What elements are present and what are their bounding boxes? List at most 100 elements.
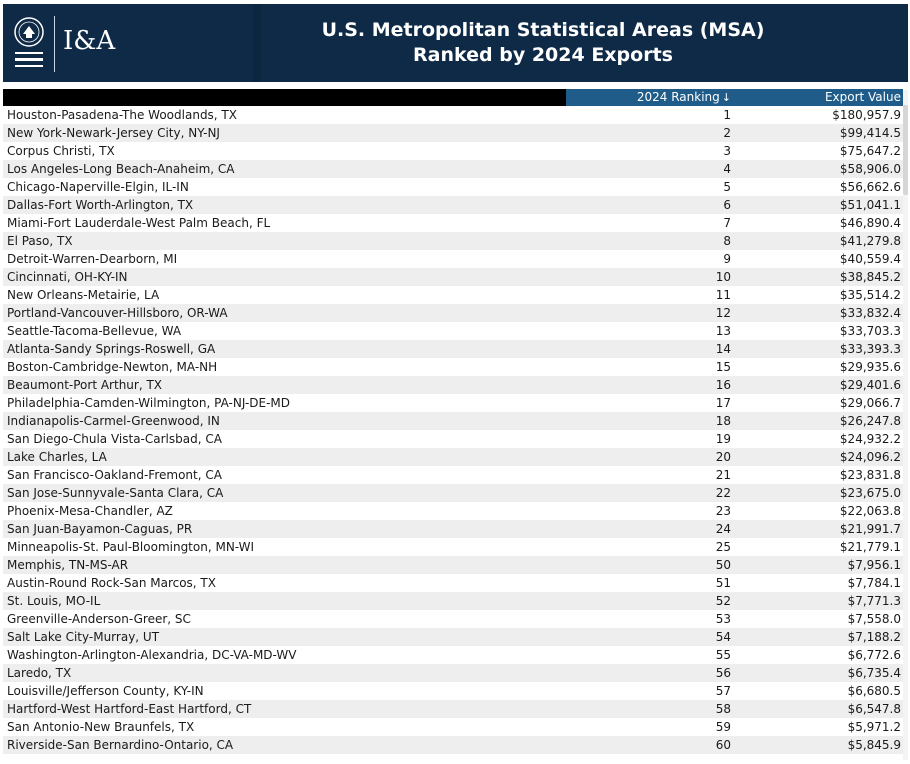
export-value-cell: $58,906.0 [839,162,901,176]
table-row[interactable]: Phoenix-Mesa-Chandler, AZ 23 $22,063.8 [3,502,903,520]
msa-name: Phoenix-Mesa-Chandler, AZ [7,504,173,518]
msa-name: Detroit-Warren-Dearborn, MI [7,252,178,266]
export-value-cell: $40,559.4 [839,252,901,266]
msa-name: San Antonio-New Braunfels, TX [7,720,195,734]
value-column-headers: 2024 Ranking ↓ Export Value [566,89,903,106]
table-row[interactable]: Lake Charles, LA 20 $24,096.2 [3,448,903,466]
rank-cell: 16 [715,378,731,392]
header-banner: I&A U.S. Metropolitan Statistical Areas … [3,4,908,82]
table-row[interactable]: San Diego-Chula Vista-Carlsbad, CA 19 $24,… [3,430,903,448]
msa-name: Greenville-Anderson-Greer, SC [7,612,191,626]
msa-name: Chicago-Naperville-Elgin, IL-IN [7,180,189,194]
table-row[interactable]: Atlanta-Sandy Springs-Roswell, GA 14 $33,3… [3,340,903,358]
export-value-cell: $6,735.4 [847,666,901,680]
table-row[interactable]: Greenville-Anderson-Greer, SC 53 $7,558.0 [3,610,903,628]
rank-cell: 7 [723,216,731,230]
rank-cell: 11 [715,288,731,302]
table-row[interactable]: Hartford-West Hartford-East Hartford, CT… [3,700,903,718]
table-row[interactable]: St. Louis, MO-IL 52 $7,771.3 [3,592,903,610]
table-row[interactable]: San Antonio-New Braunfels, TX 59 $5,971.2 [3,718,903,736]
msa-name: Philadelphia-Camden-Wilmington, PA-NJ-DE… [7,396,291,410]
msa-name: Los Angeles-Long Beach-Anaheim, CA [7,162,235,176]
table-row[interactable]: Minneapolis-St. Paul-Bloomington, MN-WI 2… [3,538,903,556]
export-value-cell: $24,932.2 [839,432,901,446]
table-row[interactable]: Miami-Fort Lauderdale-West Palm Beach, F… [3,214,903,232]
rank-cell: 6 [723,198,731,212]
rank-cell: 15 [715,360,731,374]
table-row[interactable]: Seattle-Tacoma-Bellevue, WA 13 $33,703.3 [3,322,903,340]
table-row[interactable]: New York-Newark-Jersey City, NY-NJ 2 $99,4… [3,124,903,142]
rank-cell: 4 [723,162,731,176]
rank-cell: 59 [715,720,731,734]
rank-cell: 5 [723,180,731,194]
msa-name: Atlanta-Sandy Springs-Roswell, GA [7,342,216,356]
export-value-cell: $21,991.7 [839,522,901,536]
rank-cell: 21 [715,468,731,482]
export-value-cell: $38,845.2 [839,270,901,284]
table-row[interactable]: Laredo, TX 56 $6,735.4 [3,664,903,682]
rank-cell: 22 [715,486,731,500]
header-separator [253,4,261,82]
table-row[interactable]: Portland-Vancouver-Hillsboro, OR-WA 12 $33… [3,304,903,322]
name-column-header[interactable] [3,89,566,106]
msa-name: Washington-Arlington-Alexandria, DC-VA-M… [7,648,297,662]
table-row[interactable]: Indianapolis-Carmel-Greenwood, IN 18 $26,2… [3,412,903,430]
title-line-2: Ranked by 2024 Exports [413,44,673,66]
export-value-cell: $21,779.1 [839,540,901,554]
msa-name: Hartford-West Hartford-East Hartford, CT [7,702,252,716]
msa-name: Beaumont-Port Arthur, TX [7,378,163,392]
table-row[interactable]: Cincinnati, OH-KY-IN 10 $38,845.2 [3,268,903,286]
export-value-cell: $7,188.2 [847,630,901,644]
msa-name: St. Louis, MO-IL [7,594,101,608]
table-row[interactable]: Beaumont-Port Arthur, TX 16 $29,401.6 [3,376,903,394]
table-row[interactable]: Austin-Round Rock-San Marcos, TX 51 $7,784… [3,574,903,592]
table-row[interactable]: Riverside-San Bernardino-Ontario, CA 60 $5… [3,736,903,754]
rank-cell: 57 [715,684,731,698]
table-row[interactable]: Corpus Christi, TX 3 $75,647.2 [3,142,903,160]
table-row[interactable]: Dallas-Fort Worth-Arlington, TX 6 $51,041.… [3,196,903,214]
msa-name: Miami-Fort Lauderdale-West Palm Beach, F… [7,216,271,230]
sort-ascending-icon[interactable]: ↓ [721,91,731,104]
rank-cell: 55 [715,648,731,662]
rank-cell: 19 [715,432,731,446]
table-row[interactable]: Memphis, TN-MS-AR 50 $7,956.1 [3,556,903,574]
table-row[interactable]: Washington-Arlington-Alexandria, DC-VA-M… [3,646,903,664]
msa-name: Cincinnati, OH-KY-IN [7,270,128,284]
rank-column-header[interactable]: 2024 Ranking ↓ [566,90,731,104]
table-row[interactable]: Detroit-Warren-Dearborn, MI 9 $40,559.4 [3,250,903,268]
rank-cell: 58 [715,702,731,716]
msa-name: Salt Lake City-Murray, UT [7,630,160,644]
table-row[interactable]: Salt Lake City-Murray, UT 54 $7,188.2 [3,628,903,646]
msa-name: San Francisco-Oakland-Fremont, CA [7,468,222,482]
table-row[interactable]: San Francisco-Oakland-Fremont, CA 21 $23,8… [3,466,903,484]
table-row[interactable]: Philadelphia-Camden-Wilmington, PA-NJ-DE… [3,394,903,412]
export-value-cell: $29,935.6 [839,360,901,374]
msa-name: El Paso, TX [7,234,73,248]
table-row[interactable]: Los Angeles-Long Beach-Anaheim, CA 4 $58,9… [3,160,903,178]
table-row[interactable]: San Jose-Sunnyvale-Santa Clara, CA 22 $23,… [3,484,903,502]
export-value-cell: $7,956.1 [847,558,901,572]
rank-cell: 17 [715,396,731,410]
export-column-header[interactable]: Export Value [824,90,901,104]
table-row[interactable]: Boston-Cambridge-Newton, MA-NH 15 $29,935.… [3,358,903,376]
rank-cell: 2 [723,126,731,140]
export-value-cell: $5,971.2 [847,720,901,734]
msa-name: Louisville/Jefferson County, KY-IN [7,684,204,698]
table-row[interactable]: Chicago-Naperville-Elgin, IL-IN 5 $56,662.… [3,178,903,196]
export-value-cell: $29,401.6 [839,378,901,392]
table-header: 2024 Ranking ↓ Export Value [3,89,903,106]
rank-cell: 56 [715,666,731,680]
export-value-cell: $33,832.4 [839,306,901,320]
table-row[interactable]: San Juan-Bayamon-Caguas, PR 24 $21,991.7 [3,520,903,538]
table-row[interactable]: Louisville/Jefferson County, KY-IN 57 $6,6… [3,682,903,700]
vertical-scrollbar[interactable] [903,90,908,760]
rank-cell: 52 [715,594,731,608]
table-row[interactable]: El Paso, TX 8 $41,279.8 [3,232,903,250]
export-value-cell: $56,662.6 [839,180,901,194]
table-row[interactable]: New Orleans-Metairie, LA 11 $35,514.2 [3,286,903,304]
table-row[interactable]: Houston-Pasadena-The Woodlands, TX 1 $180,… [3,106,903,124]
rank-cell: 13 [715,324,731,338]
msa-name: Lake Charles, LA [7,450,107,464]
scrollbar-thumb[interactable] [903,105,908,195]
msa-name: Portland-Vancouver-Hillsboro, OR-WA [7,306,228,320]
